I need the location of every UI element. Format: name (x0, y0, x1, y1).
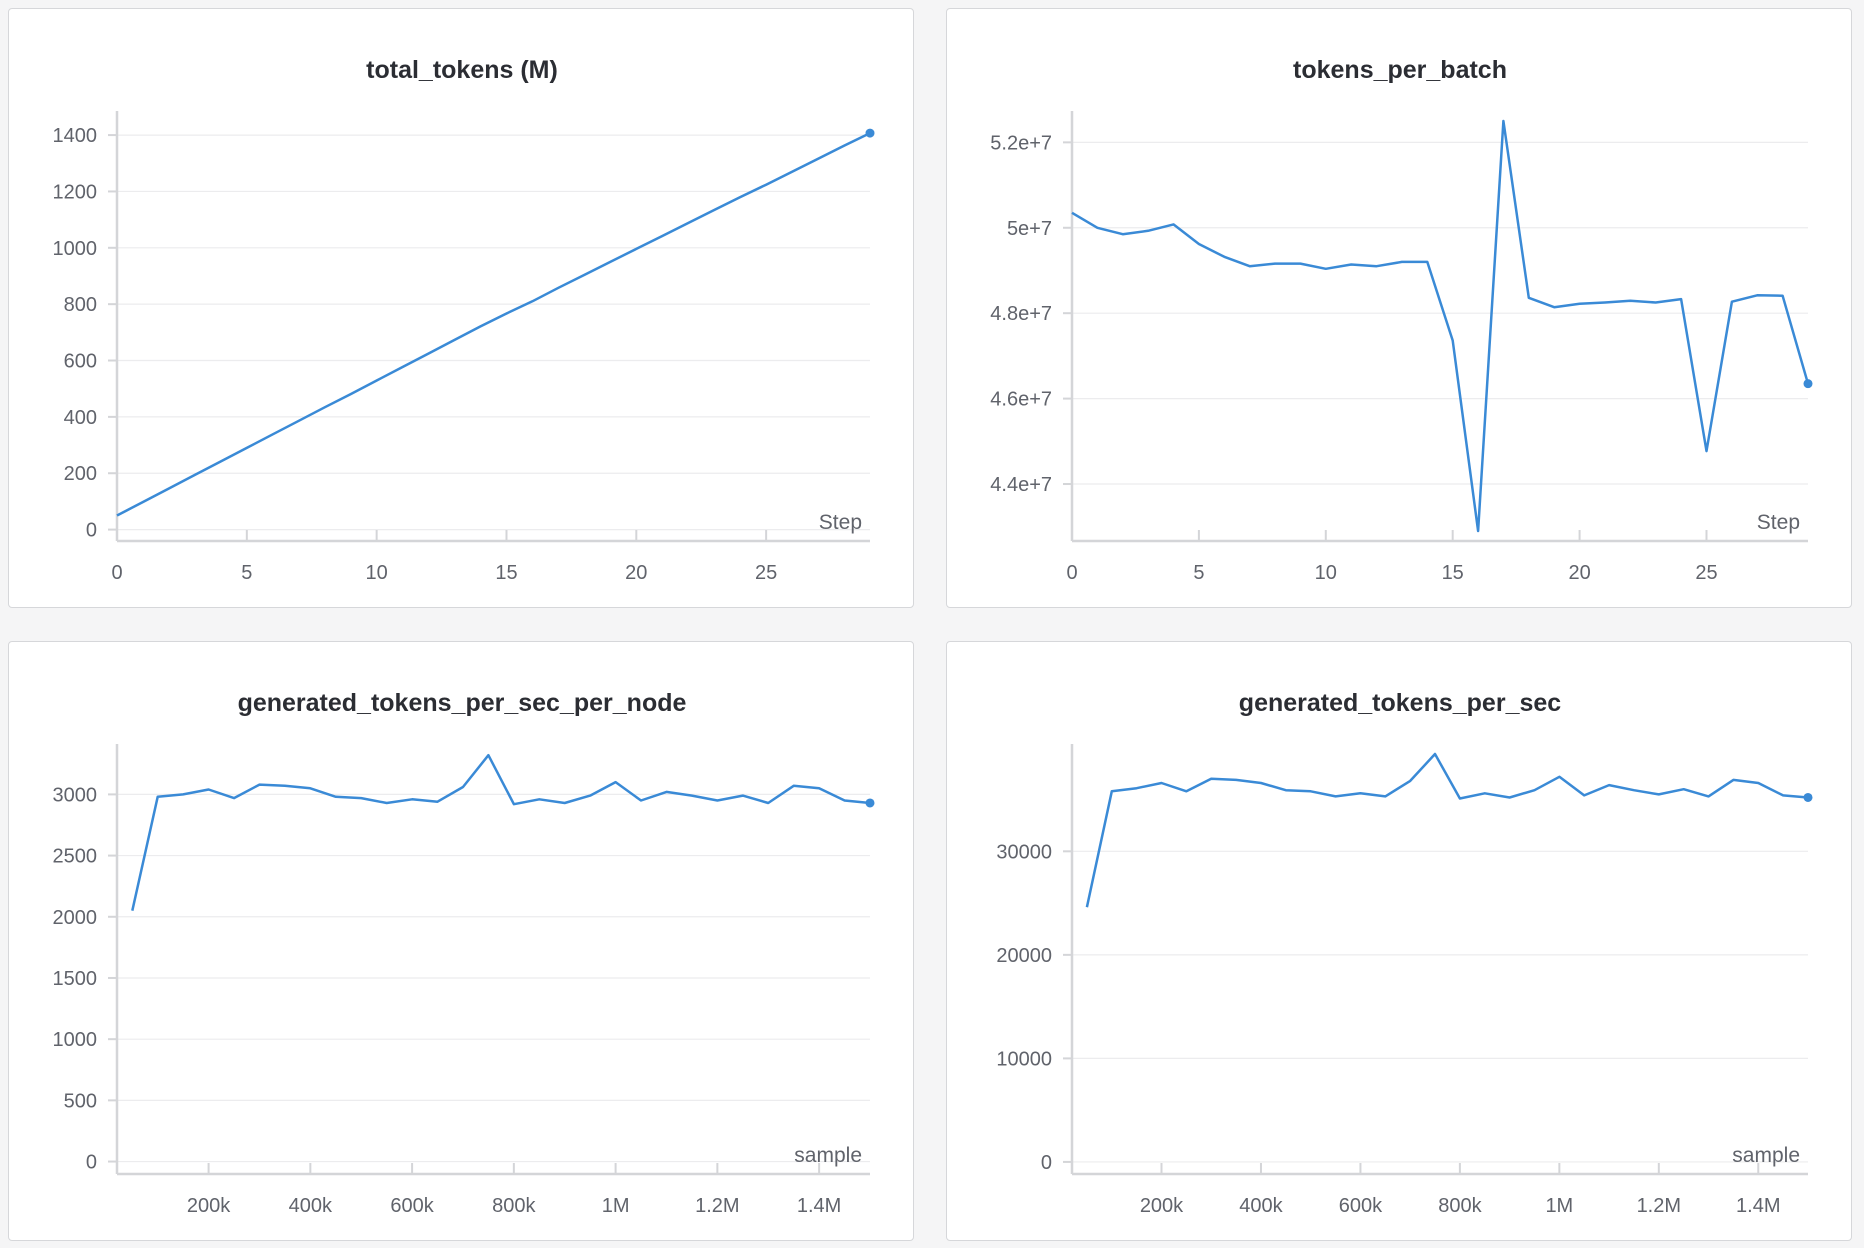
x-tick-label: 0 (1066, 562, 1077, 584)
axes: 0 10000 20000 30000 200k 400k 600k 800k 1M 1.2M 1.… (996, 744, 1808, 1217)
y-tick-label: 600 (64, 351, 97, 373)
x-tick-label: 200k (187, 1195, 231, 1217)
chart-panel-generated-tokens-per-sec-per-node: generated_tokens_per_sec_per_node 0 500 10… (8, 641, 914, 1241)
x-tick-label: 10 (1315, 562, 1337, 584)
y-tick-label: 1000 (53, 238, 98, 260)
y-tick-label: 4.8e+7 (990, 303, 1052, 325)
gridlines (117, 134, 870, 531)
x-tick-label: 800k (1438, 1195, 1482, 1217)
x-tick-label: 1.4M (1736, 1195, 1780, 1217)
last-point-marker (865, 798, 875, 808)
series-line (1071, 119, 1810, 533)
y-tick-label: 0 (86, 520, 97, 542)
y-tick-label: 1500 (53, 968, 98, 990)
y-tick-label: 800 (64, 294, 97, 316)
y-tick-label: 30000 (996, 841, 1052, 863)
y-tick-label: 4.6e+7 (990, 389, 1052, 411)
x-axis-label: Step (819, 511, 862, 534)
axes: 0 500 1000 1500 2000 2500 3000 200k 400k 600k 800k… (53, 744, 870, 1217)
y-tick-label: 3000 (53, 784, 98, 806)
axes: 0 200 400 600 800 1000 1200 1400 0 5 10 15 20 25 Step (53, 111, 870, 584)
last-point-marker (1803, 379, 1813, 389)
y-tick-label: 1000 (53, 1029, 98, 1051)
chart-generated-tokens-per-sec-per-node: generated_tokens_per_sec_per_node 0 500 10… (53, 689, 875, 1217)
x-tick-label: 600k (390, 1195, 434, 1217)
x-tick-label: 15 (1442, 562, 1464, 584)
x-tick-label: 1.4M (797, 1195, 841, 1217)
y-tick-label: 200 (64, 463, 97, 485)
y-tick-label: 5e+7 (1007, 218, 1052, 240)
x-tick-label: 1.2M (695, 1195, 739, 1217)
chart-panel-tokens-per-batch: tokens_per_batch 4.4e+7 4.6e+7 4.8e+7 5e+7 5… (946, 8, 1852, 608)
x-axis-label: sample (794, 1144, 862, 1167)
chart-title: generated_tokens_per_sec_per_node (238, 689, 687, 717)
x-tick-label: 5 (1193, 562, 1204, 584)
x-tick-label: 20 (625, 562, 647, 584)
x-tick-label: 800k (492, 1195, 536, 1217)
chart-total-tokens: total_tokens (M) 02004006008001000120014… (53, 56, 875, 584)
x-tick-label: 20 (1568, 562, 1590, 584)
x-tick-label: 25 (755, 562, 777, 584)
x-tick-label: 25 (1695, 562, 1717, 584)
axes: 4.4e+7 4.6e+7 4.8e+7 5e+7 5.2e+7 0 5 10 15 20 25 St… (990, 111, 1808, 584)
y-tick-label: 0 (86, 1152, 97, 1174)
last-point-marker (865, 128, 875, 138)
last-point-marker (1803, 792, 1813, 802)
x-tick-label: 1M (1545, 1195, 1573, 1217)
y-tick-label: 0 (1041, 1152, 1052, 1174)
chart-generated-tokens-per-sec: generated_tokens_per_sec 0 10000 20000 3000… (996, 689, 1813, 1217)
y-tick-label: 500 (64, 1090, 97, 1112)
x-tick-label: 600k (1339, 1195, 1383, 1217)
y-tick-label: 400 (64, 407, 97, 429)
x-tick-label: 200k (1140, 1195, 1184, 1217)
gridlines (1072, 141, 1808, 485)
chart-panel-total-tokens: total_tokens (M) 0 200 400 600 800 1000 1200 14… (8, 8, 914, 608)
x-axis-label: Step (1757, 511, 1800, 534)
y-tick-label: 2500 (53, 846, 98, 868)
series-line (1085, 752, 1809, 908)
y-tick-label: 5.2e+7 (990, 132, 1052, 154)
chart-panel-generated-tokens-per-sec: generated_tokens_per_sec 0 10000 20000 3000… (946, 641, 1852, 1241)
y-tick-label: 20000 (996, 945, 1052, 967)
x-tick-label: 5 (241, 562, 252, 584)
chart-title: generated_tokens_per_sec (1239, 689, 1561, 717)
chart-tokens-per-batch: tokens_per_batch 4.4e+7 4.6e+7 4.8e+7 5e+7 5… (990, 56, 1813, 584)
x-tick-label: 1M (602, 1195, 630, 1217)
x-tick-label: 10 (366, 562, 388, 584)
y-tick-label: 1400 (53, 125, 98, 147)
y-tick-label: 2000 (53, 907, 98, 929)
chart-title: total_tokens (M) (366, 56, 558, 84)
y-tick-label: 1200 (53, 181, 98, 203)
series-line (116, 131, 871, 517)
y-tick-label: 10000 (996, 1048, 1052, 1070)
series-line (131, 753, 871, 911)
x-tick-label: 400k (1239, 1195, 1283, 1217)
gridlines (1072, 850, 1808, 1163)
y-tick-label: 4.4e+7 (990, 474, 1052, 496)
x-tick-label: 1.2M (1637, 1195, 1681, 1217)
chart-title: tokens_per_batch (1293, 56, 1507, 84)
gridlines (117, 793, 870, 1163)
x-tick-label: 400k (289, 1195, 333, 1217)
x-tick-label: 0 (111, 562, 122, 584)
x-axis-label: sample (1732, 1144, 1800, 1167)
x-tick-label: 15 (495, 562, 517, 584)
